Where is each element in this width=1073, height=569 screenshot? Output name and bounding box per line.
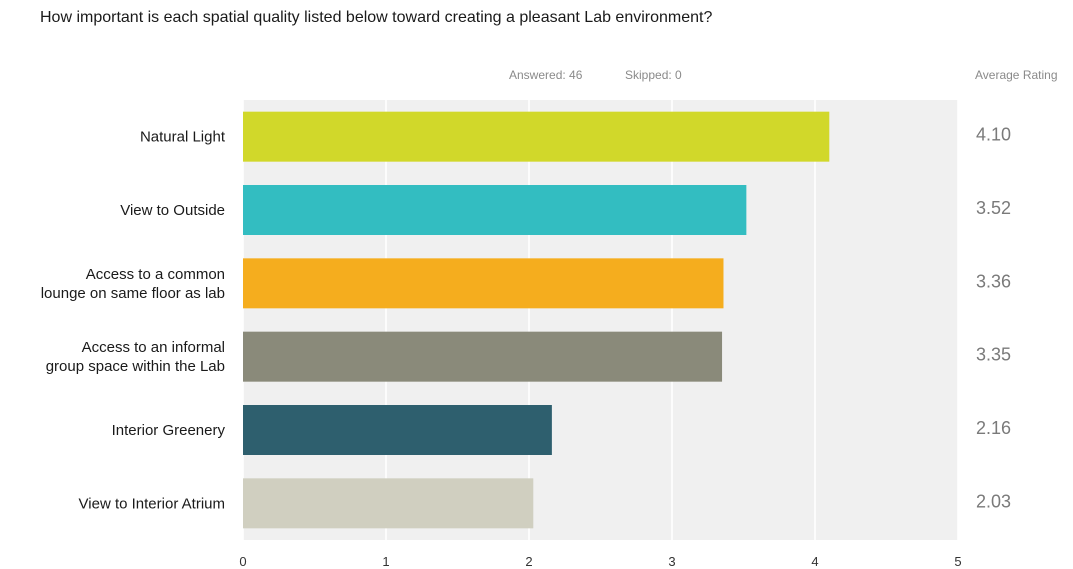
x-tick-label: 4 xyxy=(811,554,818,569)
bar xyxy=(243,111,830,162)
category-label: Natural Light xyxy=(140,129,226,146)
average-rating-labels: 4.10 3.52 3.36 3.35 2.16 2.03 xyxy=(976,125,1011,512)
average-rating-value: 4.10 xyxy=(976,125,1011,145)
bar xyxy=(243,478,534,529)
category-label: View to Interior Atrium xyxy=(79,495,225,512)
x-tick-label: 1 xyxy=(382,554,389,569)
average-rating-value: 3.52 xyxy=(976,198,1011,218)
x-tick-label: 2 xyxy=(525,554,532,569)
bar xyxy=(243,405,552,455)
x-tick-labels: 0 1 2 3 4 5 xyxy=(239,554,961,569)
average-rating-value: 2.16 xyxy=(976,418,1011,438)
category-label: Access to an informal xyxy=(82,339,225,356)
answered-count: Answered: 46 xyxy=(509,68,583,82)
average-rating-header: Average Rating xyxy=(975,68,1058,82)
bar xyxy=(243,331,723,382)
bars xyxy=(243,111,830,529)
average-rating-value: 2.03 xyxy=(976,491,1011,511)
question-title: How important is each spatial quality li… xyxy=(40,9,713,26)
bar xyxy=(243,185,747,235)
plot-area xyxy=(243,100,958,540)
average-rating-value: 3.35 xyxy=(976,345,1011,365)
bar xyxy=(243,258,724,309)
skipped-count: Skipped: 0 xyxy=(625,68,682,82)
plot-background xyxy=(243,100,958,540)
category-label: Interior Greenery xyxy=(112,422,226,439)
category-label: lounge on same floor as lab xyxy=(41,285,225,302)
category-label: Access to a common xyxy=(86,266,225,283)
x-tick-label: 3 xyxy=(668,554,675,569)
category-label: group space within the Lab xyxy=(46,358,225,375)
gridlines xyxy=(242,100,959,540)
category-label: View to Outside xyxy=(120,202,225,219)
category-labels: Natural Light View to Outside Access to a … xyxy=(41,129,226,513)
average-rating-value: 3.36 xyxy=(976,271,1011,291)
x-tick-label: 0 xyxy=(239,554,246,569)
x-tick-label: 5 xyxy=(954,554,961,569)
